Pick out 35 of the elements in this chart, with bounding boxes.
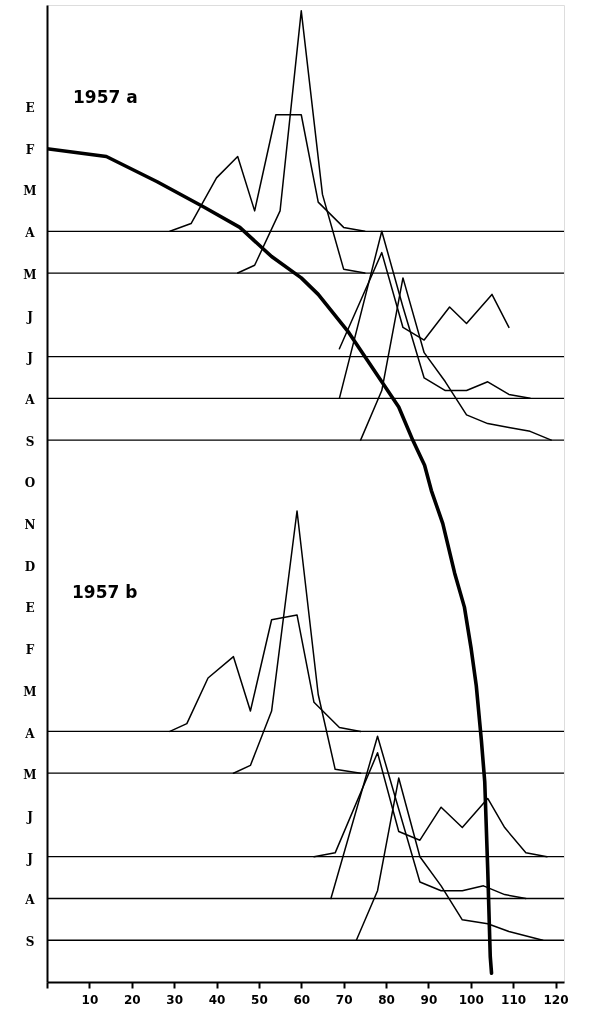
x-tick-label: 70 [335, 992, 353, 1007]
annotation: 1957 a [73, 87, 138, 107]
text: J [26, 351, 34, 366]
text: A [24, 726, 36, 741]
text: S [25, 434, 35, 449]
text: J [26, 851, 34, 866]
text: E [25, 601, 35, 616]
x-tick-label: 30 [166, 992, 183, 1007]
text: J [26, 809, 34, 824]
x-tick-label: 100 [458, 992, 484, 1007]
text: D [24, 559, 36, 574]
text: E [25, 101, 35, 115]
x-tick-label: 40 [208, 992, 226, 1007]
text: M [23, 768, 37, 783]
text: A [24, 893, 36, 908]
x-tick-label: 80 [378, 992, 395, 1007]
text: O [24, 476, 36, 491]
x-tick-label: 10 [81, 992, 99, 1007]
text: S [25, 935, 35, 949]
x-tick-label: 120 [543, 992, 569, 1007]
x-tick-label: 110 [501, 992, 527, 1007]
text: F [25, 643, 35, 658]
text: M [23, 184, 37, 199]
text: F [25, 142, 35, 157]
x-tick-label: 20 [123, 992, 141, 1007]
annotation: 1957 b [72, 582, 138, 602]
text: M [23, 684, 37, 699]
text: J [26, 309, 34, 324]
x-tick-label: 50 [251, 992, 268, 1007]
text: A [24, 226, 36, 241]
text: M [23, 267, 37, 282]
x-tick-label: 60 [293, 992, 311, 1007]
text: A [24, 392, 36, 407]
text: N [24, 518, 36, 532]
x-tick-label: 90 [420, 992, 438, 1007]
